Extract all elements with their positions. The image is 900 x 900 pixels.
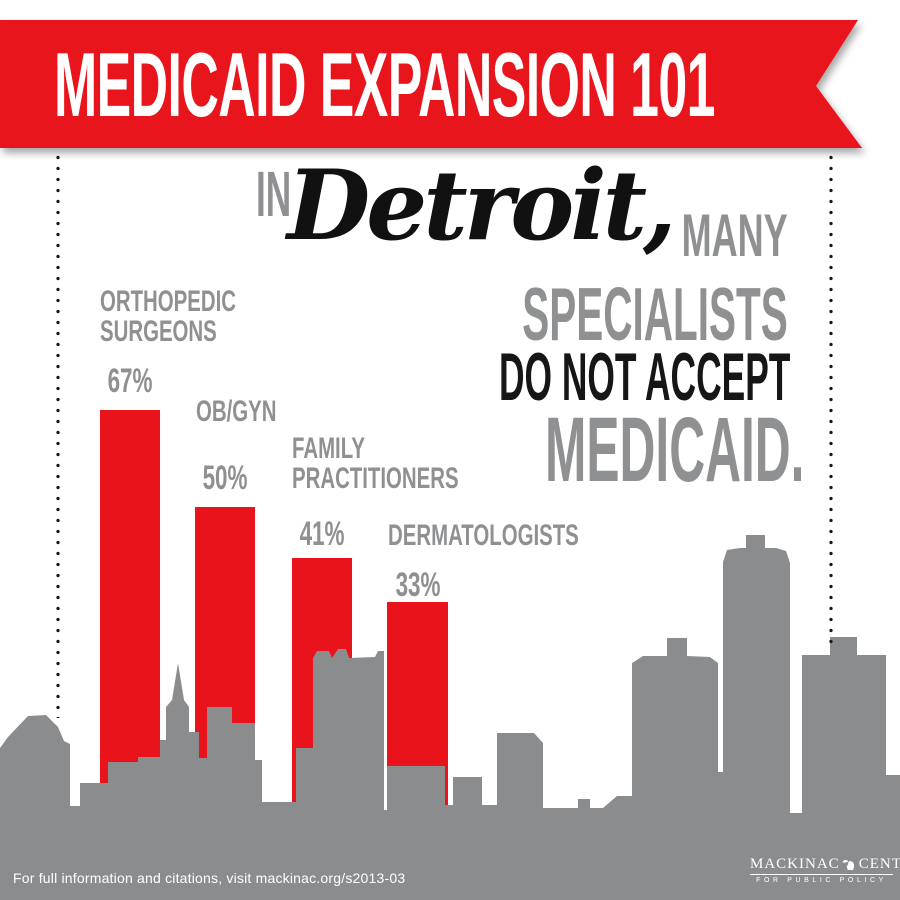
skyline-shape [0,535,900,900]
bar-label-orthopedic-surgeons: ORTHOPEDIC SURGEONS [100,285,237,348]
logo-name-right: CENTER [858,856,900,872]
mackinac-center-logo: MACKINAC CENTER FOR PUBLIC POLICY [750,855,900,885]
ribbon-banner [0,20,862,148]
headline-city-text: Detroit, [287,149,677,262]
headline-city: Detroit, [287,158,677,254]
ribbon-title-text: MEDICAID EXPANSION 101 [54,34,716,136]
footer-citation: For full information and citations, visi… [13,870,406,886]
headline-many: MANY [681,202,788,269]
logo-name-left: MACKINAC [750,856,840,872]
bar-value-orthopedic-surgeons: 67% [107,362,153,400]
bar-label-family-practitioners: FAMILY PRACTITIONERS [292,432,459,495]
dotted-line-right [829,152,833,648]
headline-do-not-accept: DO NOT ACCEPT [498,339,790,415]
logo-divider [750,874,893,875]
logo-tagline: FOR PUBLIC POLICY [756,877,887,884]
bar-label-dermatologists: DERMATOLOGISTS [388,519,579,552]
bar-value-dermatologists: 33% [395,566,441,604]
bar-value-family-practitioners: 41% [299,515,345,553]
headline-medicaid: MEDICAID. [544,399,804,501]
headline-specialists: SPECIALISTS [522,272,788,356]
logo-name-row: MACKINAC CENTER [750,855,900,873]
bar-orthopedic-surgeons [100,410,160,818]
ribbon-shape [0,20,862,148]
bar-label-obgyn: OB/GYN [196,395,277,428]
michigan-icon [841,859,854,870]
dotted-line-left [56,152,60,718]
bar-value-obgyn: 50% [202,459,248,497]
headline-in: IN [256,158,292,230]
detroit-skyline [0,535,900,900]
ribbon-title: MEDICAID EXPANSION 101 [54,20,900,150]
